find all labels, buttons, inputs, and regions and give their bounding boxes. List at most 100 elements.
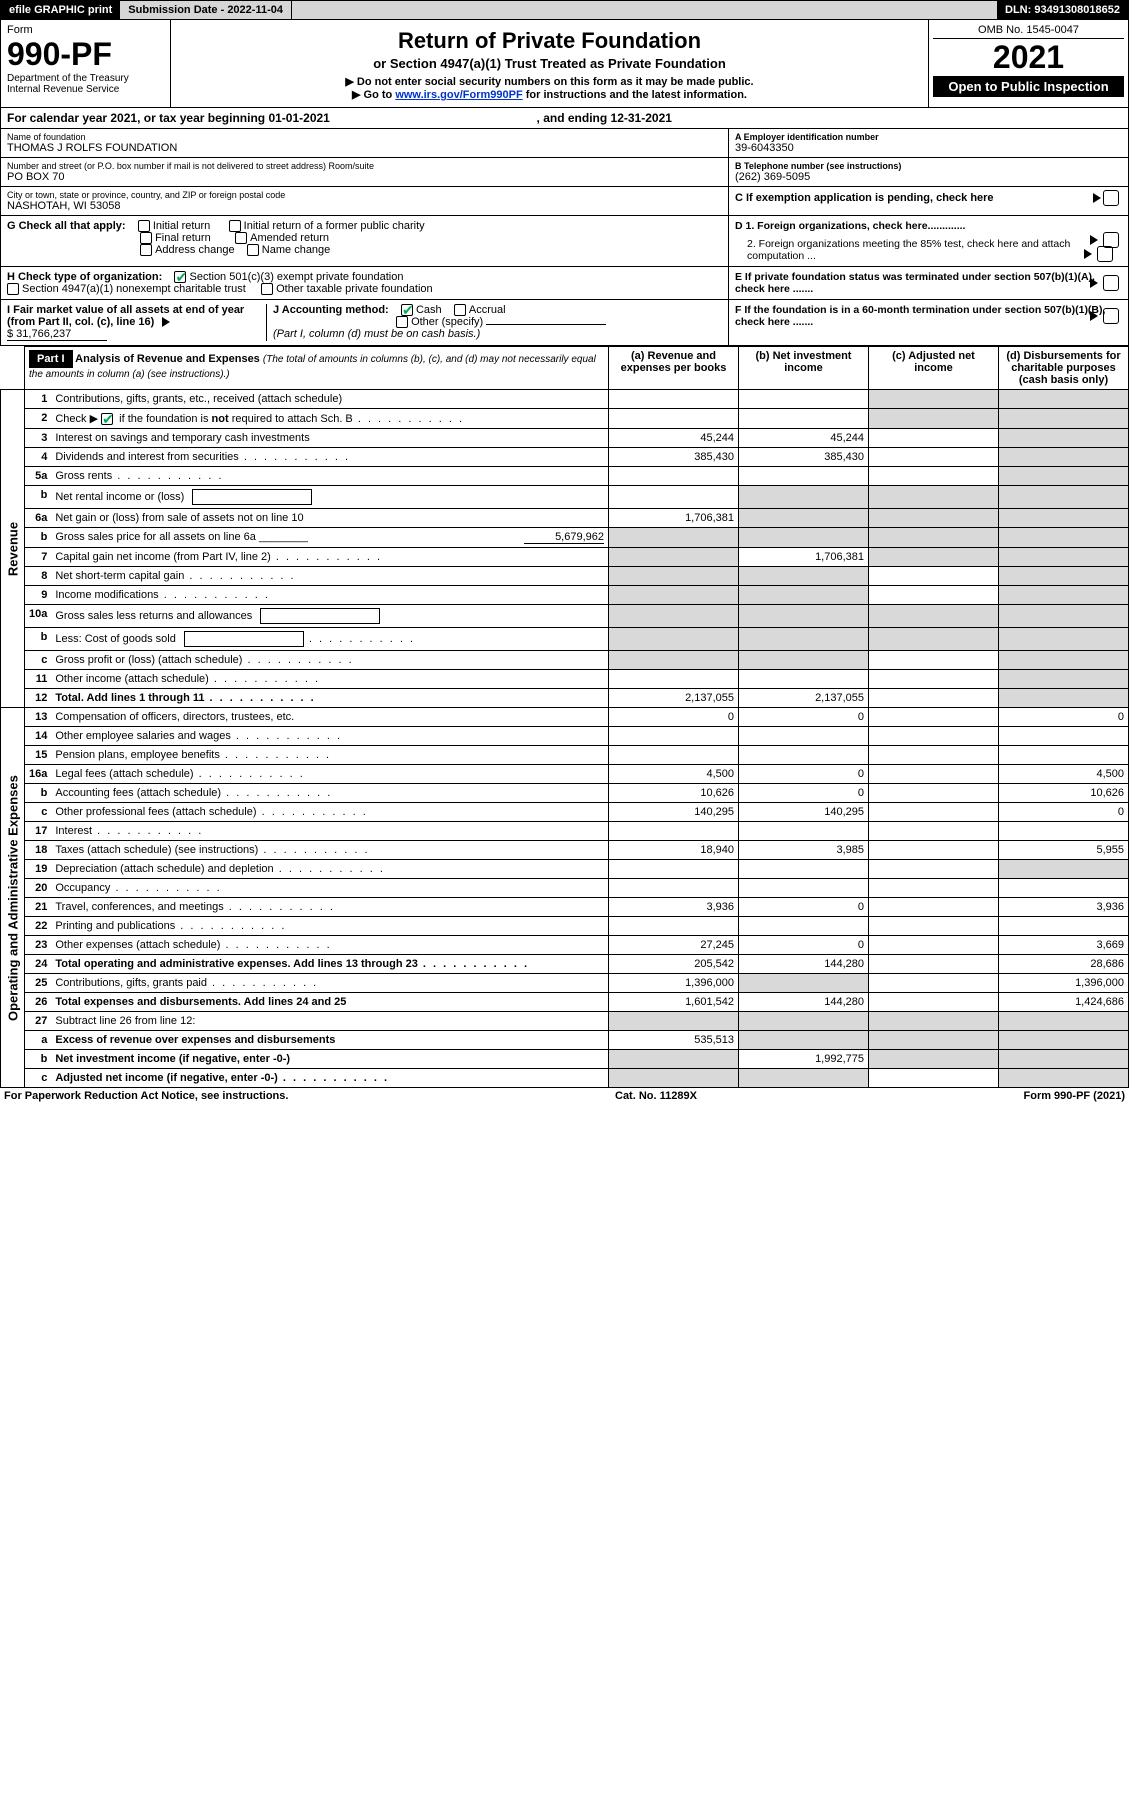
initial-return-checkbox[interactable]: [138, 220, 150, 232]
table-row: 23Other expenses (attach schedule)27,245…: [1, 936, 1129, 955]
line-description: Excess of revenue over expenses and disb…: [51, 1031, 608, 1050]
initial-return-former-checkbox[interactable]: [229, 220, 241, 232]
form-footer: Form 990-PF (2021): [1024, 1090, 1125, 1102]
col-b-value: [739, 567, 869, 586]
line-number: 9: [25, 586, 52, 605]
col-a-value: 0: [609, 708, 739, 727]
table-row: 12Total. Add lines 1 through 112,137,055…: [1, 689, 1129, 708]
other-taxable-checkbox[interactable]: [261, 283, 273, 295]
f-checkbox[interactable]: [1103, 308, 1119, 324]
line-description: Net short-term capital gain: [51, 567, 608, 586]
col-b-value: 144,280: [739, 993, 869, 1012]
table-row: aExcess of revenue over expenses and dis…: [1, 1031, 1129, 1050]
line-number: 25: [25, 974, 52, 993]
form990pf-link[interactable]: www.irs.gov/Form990PF: [395, 89, 522, 101]
line-description: Net rental income or (loss): [51, 486, 608, 509]
col-b-value: 140,295: [739, 803, 869, 822]
col-d-value: [999, 746, 1129, 765]
col-c-value: [869, 548, 999, 567]
table-row: 9Income modifications: [1, 586, 1129, 605]
line-description: Subtract line 26 from line 12:: [51, 1012, 608, 1031]
g-item-2: Final return: [155, 232, 211, 244]
col-a-value: 140,295: [609, 803, 739, 822]
arrow-icon: [162, 317, 170, 327]
calendar-end: 12-31-2021: [611, 111, 672, 125]
col-c-value: [869, 727, 999, 746]
col-b-value: [739, 605, 869, 628]
col-c-value: [869, 467, 999, 486]
schb-checkbox[interactable]: [101, 413, 113, 425]
arrow-icon: [1084, 249, 1092, 259]
col-d-value: [999, 1031, 1129, 1050]
open-to-public: Open to Public Inspection: [933, 76, 1124, 97]
exemption-checkbox[interactable]: [1103, 190, 1119, 206]
amended-return-checkbox[interactable]: [235, 232, 247, 244]
col-d-value: [999, 448, 1129, 467]
cash-checkbox[interactable]: [401, 304, 413, 316]
col-a-value: [609, 605, 739, 628]
col-a-value: [609, 746, 739, 765]
line-description: Travel, conferences, and meetings: [51, 898, 608, 917]
col-d-value: [999, 605, 1129, 628]
line-number: 22: [25, 917, 52, 936]
col-d-value: 3,669: [999, 936, 1129, 955]
col-b-value: [739, 467, 869, 486]
col-a-value: 2,137,055: [609, 689, 739, 708]
final-return-checkbox[interactable]: [140, 232, 152, 244]
col-c-value: [869, 528, 999, 548]
address-change-checkbox[interactable]: [140, 244, 152, 256]
f-label: F If the foundation is in a 60-month ter…: [735, 304, 1105, 328]
table-row: bNet investment income (if negative, ent…: [1, 1050, 1129, 1069]
table-row: bGross sales price for all assets on lin…: [1, 528, 1129, 548]
col-b-value: [739, 727, 869, 746]
col-b-value: 385,430: [739, 448, 869, 467]
h1-label: Section 501(c)(3) exempt private foundat…: [189, 271, 403, 283]
col-c-value: [869, 605, 999, 628]
line-description: Income modifications: [51, 586, 608, 605]
d1-label: D 1. Foreign organizations, check here..…: [735, 220, 965, 232]
col-d-value: [999, 390, 1129, 409]
table-row: 5aGross rents: [1, 467, 1129, 486]
table-row: Operating and Administrative Expenses13C…: [1, 708, 1129, 727]
fmv-value: $ 31,766,237: [7, 328, 107, 341]
4947a1-checkbox[interactable]: [7, 283, 19, 295]
e-checkbox[interactable]: [1103, 275, 1119, 291]
col-c-value: [869, 509, 999, 528]
col-c-value: [869, 898, 999, 917]
name-change-checkbox[interactable]: [247, 244, 259, 256]
line-description: Other employee salaries and wages: [51, 727, 608, 746]
g-label: G Check all that apply:: [7, 220, 126, 232]
dln-label: DLN: 93491308018652: [997, 1, 1128, 19]
line-description: Interest on savings and temporary cash i…: [51, 429, 608, 448]
col-c-value: [869, 689, 999, 708]
col-b-value: [739, 651, 869, 670]
line-description: Total. Add lines 1 through 11: [51, 689, 608, 708]
col-b-value: [739, 628, 869, 651]
d2-checkbox[interactable]: [1097, 246, 1113, 262]
city-value: NASHOTAH, WI 53058: [7, 200, 722, 212]
j-label: J Accounting method:: [273, 304, 389, 316]
line-description: Other expenses (attach schedule): [51, 936, 608, 955]
col-c-value: [869, 1050, 999, 1069]
bullet-2-pre: ▶ Go to: [352, 89, 395, 101]
col-c-value: [869, 651, 999, 670]
col-b-header: (b) Net investment income: [739, 347, 869, 390]
col-d-value: [999, 1050, 1129, 1069]
col-d-value: [999, 879, 1129, 898]
line-description: Total operating and administrative expen…: [51, 955, 608, 974]
col-b-value: [739, 486, 869, 509]
col-d-value: 1,424,686: [999, 993, 1129, 1012]
col-b-value: [739, 586, 869, 605]
revenue-side-label: Revenue: [1, 390, 25, 708]
table-row: 27Subtract line 26 from line 12:: [1, 1012, 1129, 1031]
other-method-checkbox[interactable]: [396, 316, 408, 328]
line-description: Printing and publications: [51, 917, 608, 936]
line-number: 14: [25, 727, 52, 746]
col-d-value: 3,936: [999, 898, 1129, 917]
line-number: b: [25, 628, 52, 651]
col-c-value: [869, 1012, 999, 1031]
line-description: Less: Cost of goods sold: [51, 628, 608, 651]
line-number: b: [25, 528, 52, 548]
accrual-checkbox[interactable]: [454, 304, 466, 316]
501c3-checkbox[interactable]: [174, 271, 186, 283]
